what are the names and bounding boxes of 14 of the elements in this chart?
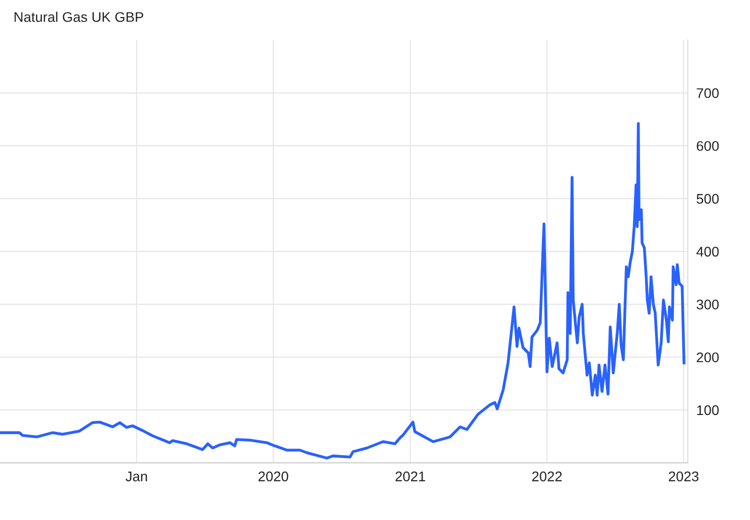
y-tick-label: 200 <box>696 352 719 362</box>
y-tick-label: 500 <box>696 194 719 204</box>
x-tick-label: 2023 <box>668 472 698 482</box>
x-tick-label: 2022 <box>532 472 562 482</box>
y-tick-label: 300 <box>696 300 719 310</box>
chart-title: Natural Gas UK GBP <box>14 12 144 22</box>
y-tick-label: 400 <box>696 246 719 257</box>
line-series <box>0 122 686 460</box>
x-tick-label: 2020 <box>258 472 288 482</box>
x-tick-label: Jan <box>126 472 147 482</box>
y-tick-label: 100 <box>697 405 719 416</box>
x-tick-label: 2021 <box>396 472 426 482</box>
y-tick-label: 700 <box>696 88 719 98</box>
y-tick-label: 600 <box>696 141 719 151</box>
